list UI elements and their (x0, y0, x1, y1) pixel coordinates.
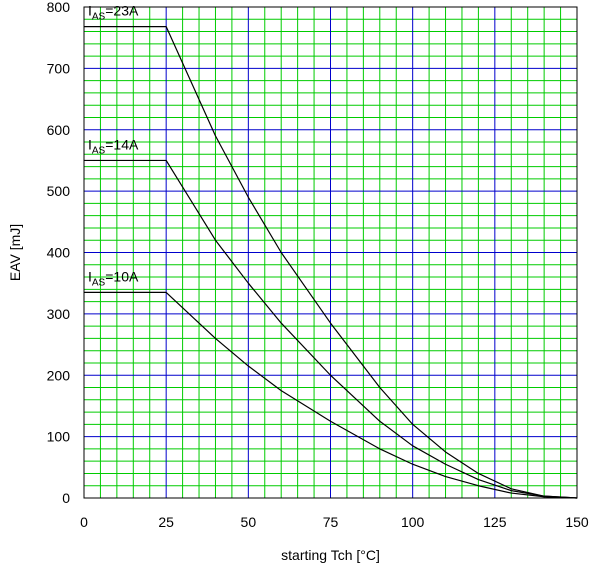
series-label-value: =23A (105, 3, 139, 19)
x-tick-label: 150 (565, 514, 589, 530)
y-tick-label: 0 (62, 490, 70, 506)
y-tick-label: 500 (47, 183, 71, 199)
x-tick-label: 0 (80, 514, 88, 530)
x-tick-label: 75 (323, 514, 339, 530)
series-label-main: I (88, 136, 92, 152)
y-axis-title: EAV [mJ] (7, 224, 23, 281)
y-tick-label: 300 (47, 306, 71, 322)
series-line-1 (84, 159, 578, 499)
y-tick-label: 100 (47, 429, 71, 445)
x-tick-label: 100 (401, 514, 425, 530)
y-tick-label: 400 (47, 245, 71, 261)
x-tick-label: 125 (483, 514, 507, 530)
y-tick-label: 700 (47, 60, 71, 76)
x-tick-labels: 0 25 50 75 100 125 150 (80, 514, 589, 530)
series-label-1: IAS=14A (88, 136, 139, 156)
y-tick-label: 800 (47, 0, 71, 15)
series-label-sub: AS (92, 12, 106, 23)
plot-frame (83, 6, 578, 499)
series-label-main: I (88, 3, 92, 19)
series-label-main: I (88, 268, 92, 284)
series-label-sub: AS (92, 145, 106, 156)
series-label-0: IAS=23A (88, 3, 139, 23)
series-lines (84, 26, 578, 499)
y-tick-label: 200 (47, 367, 71, 383)
series-label-2: IAS=10A (88, 268, 139, 288)
x-tick-label: 50 (241, 514, 257, 530)
y-tick-labels: 0 100 200 300 400 500 600 700 800 (47, 0, 71, 506)
series-label-sub: AS (92, 277, 106, 288)
y-tick-label: 600 (47, 122, 71, 138)
x-tick-label: 25 (158, 514, 174, 530)
series-line-0 (84, 26, 578, 499)
series-label-value: =10A (105, 268, 139, 284)
x-axis-title: starting Tch [°C] (281, 547, 380, 563)
series-line-2 (84, 291, 578, 499)
series-label-value: =14A (105, 136, 139, 152)
